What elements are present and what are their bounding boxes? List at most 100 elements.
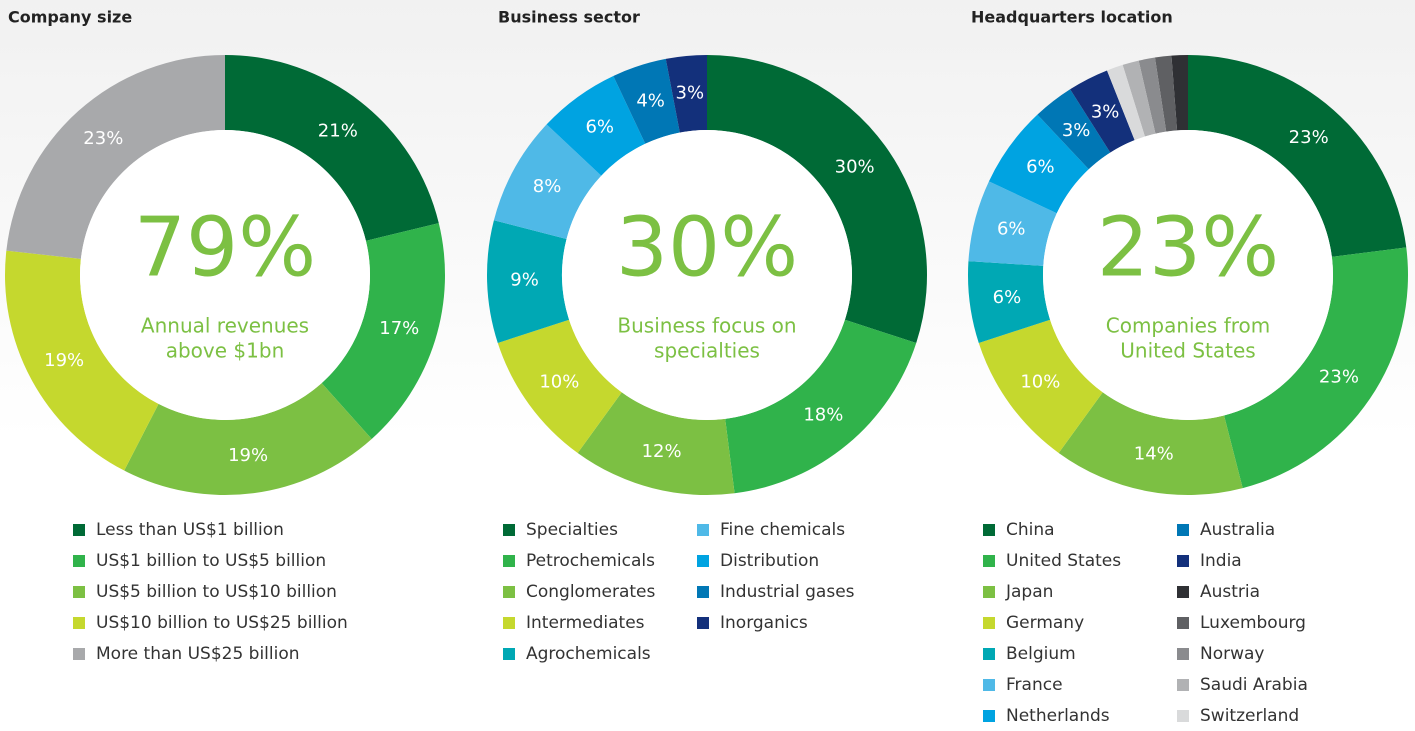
center-text: United States	[1120, 339, 1255, 363]
donut-slice	[487, 220, 570, 343]
slice-label: 3%	[1062, 120, 1091, 141]
donut-chart: Headquarters location 23% 23% 14% 10% 6% 6% 6% 3…	[968, 8, 1408, 726]
legend-label: Germany	[1006, 613, 1084, 633]
donut-slice	[1070, 70, 1135, 153]
slice-label: 9%	[510, 270, 539, 291]
slice-label: 30%	[835, 157, 875, 178]
legend-swatch	[983, 617, 995, 629]
slice-label: 10%	[539, 371, 579, 392]
legend-swatch	[1177, 617, 1189, 629]
legend-label: Saudi Arabia	[1200, 675, 1308, 695]
slice-label: 14%	[1134, 443, 1174, 464]
legend-label: Less than US$1 billion	[96, 520, 284, 540]
legend-swatch	[1177, 648, 1189, 660]
legend-swatch	[983, 679, 995, 691]
donut-chart: Business sector 30% 18% 12% 10% 9% 8% 6% 4% 3% 30%…	[487, 8, 927, 664]
slice-label: 21%	[318, 121, 358, 142]
slice-label: 3%	[1091, 101, 1120, 122]
donut-slice	[1138, 57, 1167, 134]
donut-slice	[1107, 64, 1145, 141]
legend-label: Petrochemicals	[526, 551, 655, 571]
legend-label: France	[1006, 675, 1063, 695]
donut-slice	[707, 55, 927, 343]
donut-hole	[562, 130, 852, 420]
slice-label: 23%	[1319, 367, 1359, 388]
legend-label: Fine chemicals	[720, 520, 845, 540]
donut-slice	[665, 55, 707, 133]
legend-swatch	[697, 555, 709, 567]
legend-swatch	[503, 524, 515, 536]
legend-swatch	[1177, 524, 1189, 536]
donut-slice	[1188, 55, 1407, 257]
legend-label: Conglomerates	[526, 582, 656, 602]
legend-swatch	[73, 648, 85, 660]
legend-label: Intermediates	[526, 613, 645, 633]
legend-swatch	[1177, 710, 1189, 722]
slice-label: 6%	[993, 287, 1022, 308]
legend-label: United States	[1006, 551, 1121, 571]
legend-label: Japan	[1005, 582, 1053, 602]
legend-swatch	[503, 555, 515, 567]
donut-slice	[6, 55, 225, 259]
donut-slice	[725, 319, 917, 494]
legend-swatch	[503, 648, 515, 660]
legend-swatch	[1177, 586, 1189, 598]
donut-slice	[1058, 392, 1243, 495]
center-text: Annual revenues	[141, 314, 309, 338]
donut-slice	[225, 55, 439, 241]
legend-label: Industrial gases	[720, 582, 855, 602]
legend-label: Netherlands	[1006, 706, 1110, 726]
legend-label: Switzerland	[1200, 706, 1299, 726]
slice-label: 23%	[1289, 127, 1329, 148]
legend-swatch	[983, 648, 995, 660]
slice-label: 19%	[44, 350, 84, 371]
legend-label: Norway	[1200, 644, 1265, 664]
chart-title: Headquarters location	[971, 8, 1173, 27]
legend-swatch	[73, 555, 85, 567]
legend-swatch	[73, 617, 85, 629]
legend-label: Belgium	[1006, 644, 1076, 664]
legend-swatch	[697, 586, 709, 598]
legend-swatch	[1177, 555, 1189, 567]
center-text: Companies from	[1106, 314, 1271, 338]
slice-label: 19%	[228, 445, 268, 466]
donut-slice	[978, 319, 1103, 453]
legend-swatch	[983, 586, 995, 598]
donut-slice	[1122, 60, 1156, 137]
legend-label: Australia	[1200, 520, 1275, 540]
legend-swatch	[983, 524, 995, 536]
slice-label: 18%	[803, 405, 843, 426]
donut-slice	[124, 383, 372, 495]
legend-label: US$10 billion to US$25 billion	[96, 613, 348, 633]
slice-label: 6%	[1026, 157, 1055, 178]
slice-label: 6%	[997, 219, 1026, 240]
donut-slice	[546, 75, 646, 176]
center-text: above $1bn	[166, 339, 285, 363]
legend-label: Agrochemicals	[526, 644, 651, 664]
donut-slice	[1037, 89, 1111, 170]
legend-swatch	[983, 710, 995, 722]
legend-swatch	[697, 617, 709, 629]
slice-label: 23%	[83, 128, 123, 149]
donut-chart: Company size 21% 17% 19% 19% 23% 79% Annual rev…	[4, 8, 445, 664]
chart-title: Business sector	[498, 8, 640, 27]
legend-swatch	[983, 555, 995, 567]
legend-label: US$5 billion to US$10 billion	[96, 582, 337, 602]
legend-swatch	[73, 586, 85, 598]
donut-slice	[321, 223, 445, 439]
slice-label: 8%	[533, 176, 562, 197]
donut-slice	[988, 114, 1089, 214]
legend-label: More than US$25 billion	[96, 644, 300, 664]
legend-label: Specialties	[526, 520, 618, 540]
legend-label: Distribution	[720, 551, 819, 571]
donut-slice	[613, 58, 680, 144]
slice-label: 12%	[642, 441, 682, 462]
center-value: 30%	[616, 200, 798, 295]
donut-slice	[577, 392, 735, 495]
slice-label: 17%	[379, 318, 419, 339]
legend-label: Inorganics	[720, 613, 808, 633]
legend-label: India	[1200, 551, 1242, 571]
legend-swatch	[73, 524, 85, 536]
donut-slice	[497, 319, 622, 453]
